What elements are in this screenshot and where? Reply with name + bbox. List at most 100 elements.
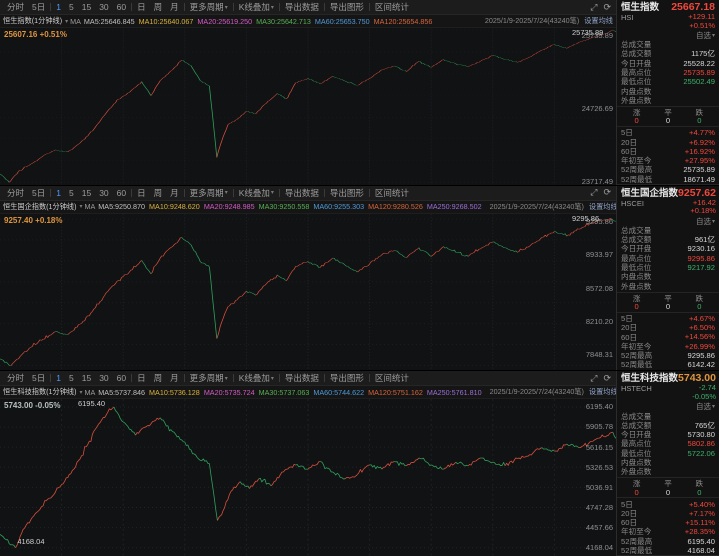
tab-15min[interactable]: 15: [78, 2, 95, 12]
tab-week[interactable]: 周: [150, 372, 167, 384]
action-export-image[interactable]: 导出图形: [326, 372, 368, 384]
menu-kline-overlay[interactable]: K线叠加 ▾: [235, 187, 278, 199]
tab-60min[interactable]: 60: [113, 2, 130, 12]
menu-more-periods[interactable]: 更多周期 ▾: [186, 372, 232, 384]
chart-title[interactable]: 恒生国企指数(1分钟线): [3, 201, 77, 211]
tab-15min[interactable]: 15: [78, 188, 95, 198]
tab-5day[interactable]: 5日: [28, 372, 49, 384]
advance-decline-value: 0: [665, 116, 671, 126]
tab-realtime[interactable]: 分时: [3, 372, 28, 384]
tab-week[interactable]: 周: [150, 187, 167, 199]
important-index-button[interactable]: 重要指数: [617, 369, 719, 371]
tab-30min[interactable]: 30: [95, 373, 112, 383]
menu-kline-overlay[interactable]: K线叠加 ▾: [235, 1, 278, 13]
expand-icon[interactable]: ⤢: [590, 1, 598, 12]
watchlist-button[interactable]: 自选 ▾: [617, 217, 719, 226]
toolbar-item-label: 1: [56, 2, 61, 12]
tab-60min[interactable]: 60: [113, 373, 130, 383]
tab-60min[interactable]: 60: [113, 188, 130, 198]
tab-1min[interactable]: 1: [52, 188, 65, 198]
tab-5day[interactable]: 5日: [28, 1, 49, 13]
ma-indicator[interactable]: MA60:5744.622: [313, 387, 365, 397]
toolbar-item-label: 导出图形: [329, 373, 364, 384]
high-point-label: 9295.86: [572, 213, 600, 223]
ma-indicator[interactable]: MA10:25640.067: [138, 16, 194, 26]
important-index-button[interactable]: 重要指数: [617, 183, 719, 185]
ma-indicator[interactable]: MA120:9280.526: [368, 202, 423, 212]
ma-indicator[interactable]: MA10:9248.620: [149, 202, 200, 212]
tab-1min[interactable]: 1: [52, 373, 65, 383]
index-quote-block: 25667.18 +129.11 +0.51%: [671, 2, 715, 30]
ma-settings-button[interactable]: 设置均线: [584, 16, 613, 25]
price-chart[interactable]: 25735.8924726.6923717.4922708.2921699.09…: [0, 28, 616, 185]
toolbar-item-label: 1: [56, 187, 61, 198]
tab-month[interactable]: 月: [166, 1, 183, 13]
ma-indicator[interactable]: MA30:9250.558: [258, 202, 310, 212]
refresh-icon[interactable]: ⟳: [603, 187, 611, 198]
tab-30min[interactable]: 30: [95, 188, 112, 198]
ma-indicator[interactable]: MA120:25654.856: [373, 16, 433, 26]
high-point-label: 6195.40: [77, 399, 106, 409]
tab-week[interactable]: 周: [150, 1, 167, 13]
action-export-image[interactable]: 导出图形: [326, 187, 368, 199]
action-range-stats[interactable]: 区间统计: [371, 1, 413, 13]
ma-indicator[interactable]: MA5:5737.846: [98, 387, 146, 397]
tab-5min[interactable]: 5: [65, 373, 78, 383]
refresh-icon[interactable]: ⟳: [603, 1, 611, 12]
ma-indicator[interactable]: MA20:25619.250: [197, 16, 253, 26]
ma-indicator[interactable]: MA20:5735.724: [203, 387, 255, 397]
ma-indicator[interactable]: MA120:5751.162: [368, 387, 423, 397]
action-export-image[interactable]: 导出图形: [326, 1, 368, 13]
refresh-icon[interactable]: ⟳: [603, 372, 611, 383]
watchlist-button[interactable]: 自选 ▾: [617, 31, 719, 40]
action-range-stats[interactable]: 区间统计: [371, 187, 413, 199]
chart-title[interactable]: 恒生指数(1分钟线): [3, 16, 63, 25]
ma-indicator[interactable]: MA30:25642.713: [256, 16, 311, 26]
tab-5min[interactable]: 5: [65, 188, 78, 198]
tab-month[interactable]: 月: [166, 372, 183, 384]
menu-kline-overlay[interactable]: K线叠加 ▾: [235, 372, 278, 384]
expand-icon[interactable]: ⤢: [590, 187, 598, 198]
tab-month[interactable]: 月: [166, 187, 183, 199]
watchlist-button[interactable]: 自选 ▾: [617, 402, 719, 411]
menu-more-periods[interactable]: 更多周期 ▾: [186, 187, 232, 199]
index-price: 9257.62: [678, 186, 716, 199]
ma-indicator[interactable]: MA60:25653.750: [314, 16, 370, 26]
menu-more-periods[interactable]: 更多周期 ▾: [186, 1, 232, 13]
date-range-label: 2025/1/9-2025/7/24(43240笔): [484, 16, 580, 25]
tab-30min[interactable]: 30: [95, 2, 112, 12]
ma-indicator[interactable]: MA10:5736.128: [149, 387, 200, 397]
ma-indicator[interactable]: MA5:9250.870: [98, 202, 146, 212]
advance-decline-label: 涨: [632, 107, 641, 117]
ma-indicator[interactable]: MA30:5737.063: [258, 387, 310, 397]
advance-decline-labels: 涨平跌: [617, 108, 719, 117]
period-value: +16.92%: [684, 146, 715, 156]
price-chart[interactable]: 9295.868933.978572.088210.207848.317486.…: [0, 213, 616, 371]
ma-indicator[interactable]: MA20:9248.985: [203, 202, 255, 212]
price-chart[interactable]: 6195.40 5905.78 5616.15 5326.53 5036.91 4747.…: [0, 399, 616, 556]
index-name: 恒生科技指数: [621, 373, 679, 385]
ma-indicator[interactable]: MA60:9255.303: [313, 202, 365, 212]
action-range-stats[interactable]: 区间统计: [371, 372, 413, 384]
chart-title[interactable]: 恒生科技指数(1分钟线): [3, 387, 77, 397]
action-export-data[interactable]: 导出数据: [281, 372, 323, 384]
ma-indicator[interactable]: MA5:25646.845: [83, 16, 135, 26]
stat-row: 总成交额 1175亿: [617, 49, 719, 58]
action-export-data[interactable]: 导出数据: [281, 1, 323, 13]
tab-5min[interactable]: 5: [65, 2, 78, 12]
tab-realtime[interactable]: 分时: [3, 1, 28, 13]
ma-settings-button[interactable]: 设置均线: [588, 201, 616, 211]
tab-15min[interactable]: 15: [78, 373, 95, 383]
tab-day[interactable]: 日: [133, 372, 150, 384]
ma-settings-button[interactable]: 设置均线: [588, 387, 616, 397]
expand-icon[interactable]: ⤢: [590, 372, 598, 383]
action-export-data[interactable]: 导出数据: [281, 187, 323, 199]
ma-indicator[interactable]: MA250:5761.810: [426, 387, 482, 397]
ma-indicator[interactable]: MA250:9268.502: [426, 202, 482, 212]
tab-day[interactable]: 日: [133, 187, 150, 199]
tab-realtime[interactable]: 分时: [3, 187, 28, 199]
tab-1min[interactable]: 1: [52, 2, 65, 12]
tab-day[interactable]: 日: [133, 1, 150, 13]
tab-5day[interactable]: 5日: [28, 187, 49, 199]
